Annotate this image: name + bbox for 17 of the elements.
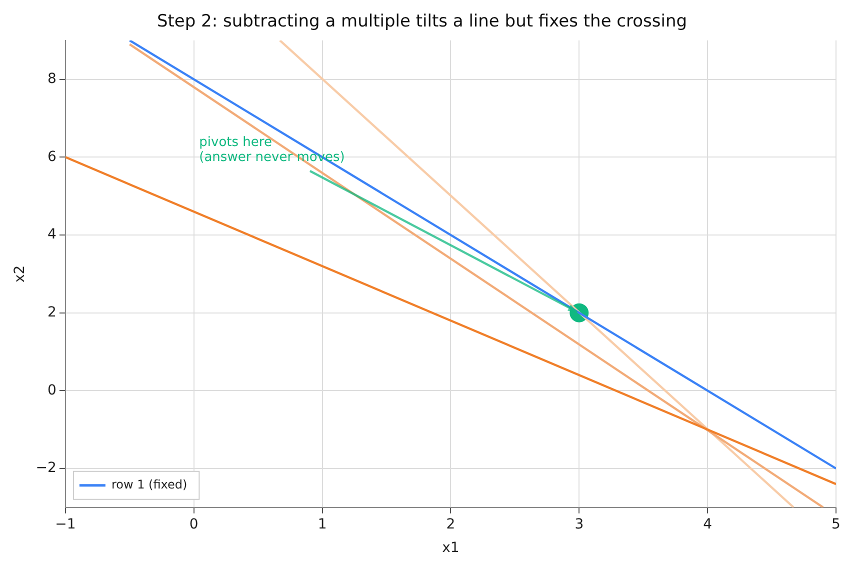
y-tick-label: −2 (36, 460, 56, 476)
x-tick-label: 0 (189, 516, 198, 532)
x-tick-label: 1 (318, 516, 327, 532)
x-tick-label: 4 (703, 516, 712, 532)
x-tick-label: 5 (832, 516, 840, 532)
y-tick-label: 6 (48, 148, 57, 165)
x-axis-title: x1 (442, 540, 460, 556)
y-tick-label: 8 (48, 70, 56, 87)
y-axis-title: x2 (12, 265, 28, 282)
x-tick-label: 3 (574, 516, 584, 532)
chart-title: Step 2: subtracting a multiple tilts a line but fixes the crossing (156, 12, 688, 32)
x-tick-label: −1 (55, 516, 76, 532)
y-tick-label: 0 (48, 382, 56, 398)
legend-label: row 1 (fixed) (111, 478, 188, 492)
y-tick-label: 2 (48, 304, 56, 320)
y-tick-label: 4 (48, 226, 57, 243)
x-tick-label: 2 (446, 516, 456, 532)
